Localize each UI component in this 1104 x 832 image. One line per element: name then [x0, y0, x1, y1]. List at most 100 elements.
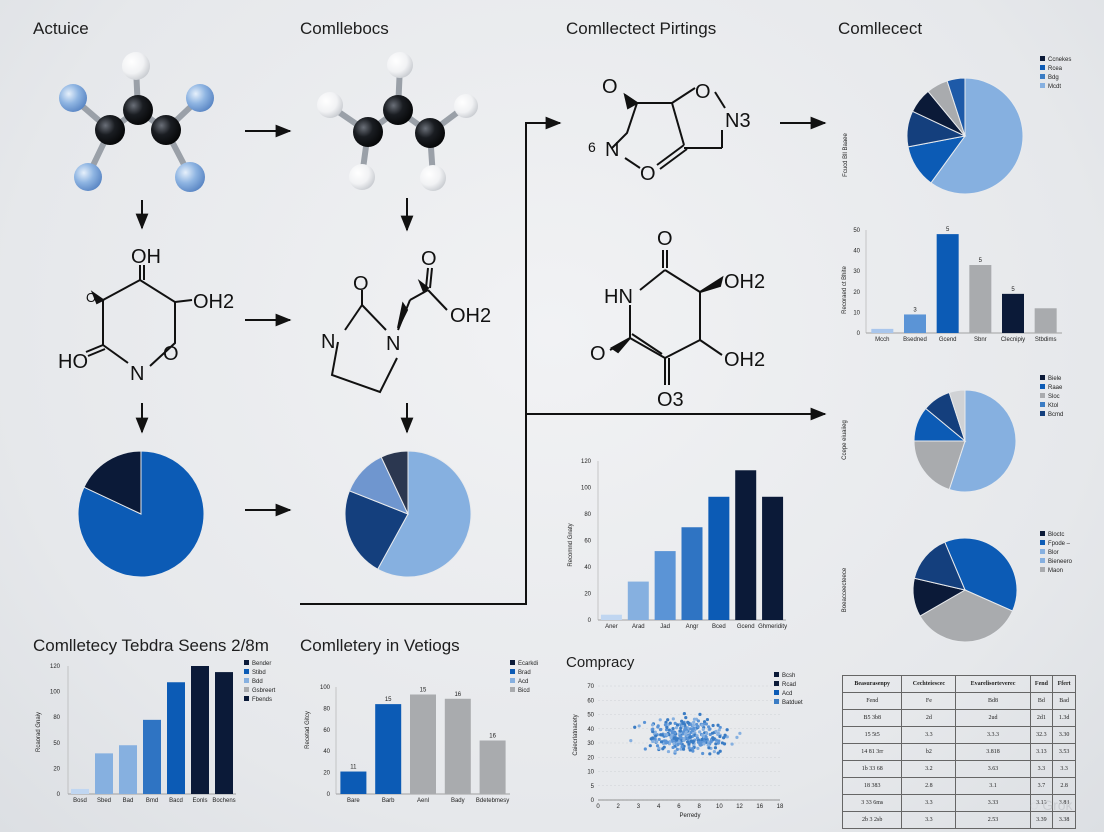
table-cell: 3.3 [1052, 760, 1076, 778]
x-tick-label: Aenl [417, 798, 429, 804]
scatter-point [680, 744, 684, 749]
data-label: 5 [979, 258, 983, 264]
scatter-point [651, 730, 655, 734]
table-row: 2b 3 2sb 3.3 2.53 3.39 3.38 [841, 811, 1076, 829]
y-tick-label: 0 [857, 331, 861, 337]
x-tick-label: 3 [637, 804, 641, 810]
legend-item: Maon [1048, 568, 1063, 574]
bar [654, 551, 676, 620]
scatter-point [657, 737, 661, 742]
pie-chart-low-right [912, 537, 1018, 643]
chem-n-3b: N [605, 139, 619, 161]
legend-swatch [1040, 558, 1045, 563]
scatter-point [651, 736, 655, 740]
scatter-point [664, 741, 668, 745]
chem-o-top4: O [657, 228, 673, 250]
x-tick-label: 10 [716, 804, 723, 810]
table-cell: 3.7 [1029, 777, 1054, 795]
table-row: B5 3b8 2d 2ud 2d1 1.3d [841, 709, 1076, 727]
data-table: Beasurasenpy Cechteiescec Evarelisorteve… [841, 675, 1076, 829]
scatter-point [651, 739, 655, 744]
bar [375, 704, 402, 794]
bar [167, 682, 185, 794]
legend-item: Bcsh [782, 673, 795, 679]
scatter-point [650, 723, 655, 727]
y-tick-label: 60 [584, 539, 591, 545]
scatter-point [673, 721, 677, 725]
scatter-point [711, 737, 716, 741]
legend-swatch [510, 687, 515, 692]
bar [71, 788, 89, 794]
scatter-point [682, 711, 686, 716]
legend-swatch [244, 660, 249, 665]
table-header: Evarelisorteverec [955, 675, 1031, 693]
y-tick-label: 60 [587, 698, 594, 704]
table-row: 1b 33 68 3.2 3.63 3.3 3.3 [841, 760, 1076, 778]
x-tick-label: Bsedned [903, 337, 927, 343]
x-tick-label: Bochens [212, 798, 235, 804]
scatter-point [717, 728, 721, 732]
chem-oh2-a: OH2 [724, 271, 765, 293]
pie-slice [944, 537, 1018, 612]
scatter-point [716, 751, 720, 755]
y-tick-label: 120 [581, 459, 592, 465]
table-cell: 15 5t5 [841, 726, 903, 744]
chem-o-ring2: O [353, 273, 369, 295]
scatter-point [696, 746, 700, 750]
legend-swatch [774, 681, 779, 686]
scatter-point [643, 747, 647, 751]
legend-item: Batduet [782, 700, 803, 706]
y-tick-label: 20 [853, 290, 860, 296]
scatter-point [691, 723, 696, 727]
y-tick-label: 80 [53, 715, 60, 721]
axis-label-bar-bottom-mid: Recetad Gitcy [305, 711, 311, 749]
axis-label-bar-right-top: Recoraed ct Bhite [842, 265, 848, 313]
legend-swatch [1040, 567, 1045, 572]
scatter-point [718, 725, 722, 730]
molecule-2-atoms [317, 52, 478, 191]
scatter-point [714, 742, 718, 746]
table-cell: 3.63 [955, 760, 1031, 778]
scatter-point [708, 727, 712, 731]
y-tick-label: 80 [584, 512, 591, 518]
scatter-point [714, 729, 718, 733]
table-cell: 32.3 [1029, 726, 1054, 744]
scatter-point [714, 738, 718, 742]
table-cell: 2d [901, 709, 957, 727]
bar [479, 740, 506, 794]
scatter-point [675, 747, 679, 751]
chem-o-acid: O [421, 248, 437, 270]
x-tick-label: Aner [605, 624, 618, 630]
x-tick-label: Gcend [939, 337, 957, 343]
chem-oh2-acid: OH2 [450, 305, 491, 327]
chem-oh2-right: OH2 [193, 291, 234, 313]
scatter-point [709, 739, 713, 744]
scatter-point [686, 740, 690, 744]
scatter-point [637, 724, 641, 728]
scatter-point [717, 739, 721, 743]
legend-swatch [244, 678, 249, 683]
y-tick-label: 20 [587, 755, 594, 761]
x-tick-label: 6 [677, 804, 681, 810]
x-tick-label: Bare [347, 798, 360, 804]
table-cell: 3.39 [1029, 811, 1054, 829]
structure-1 [85, 265, 193, 367]
scatter-point [722, 742, 727, 746]
scatter-point [679, 747, 683, 751]
table-cell: 3.83 [1052, 794, 1076, 812]
structure-3 [611, 87, 726, 170]
bar [627, 581, 649, 620]
arrows [135, 116, 827, 605]
scatter-point [707, 746, 711, 750]
x-tick-label: Clecnipiy [1001, 337, 1025, 343]
heading-actuice: Actuice [33, 19, 89, 38]
bar [762, 496, 784, 620]
structure-4 [609, 250, 724, 385]
legend-swatch [774, 699, 779, 704]
heading-tebdra: Comlletecy Tebdra Seens 2/8m [33, 636, 269, 655]
table-cell: 1.3d [1052, 709, 1076, 727]
data-label: 11 [350, 765, 357, 771]
scatter-point [657, 746, 661, 750]
table-cell: 3.3 [901, 794, 957, 812]
y-tick-label: 50 [853, 228, 860, 234]
